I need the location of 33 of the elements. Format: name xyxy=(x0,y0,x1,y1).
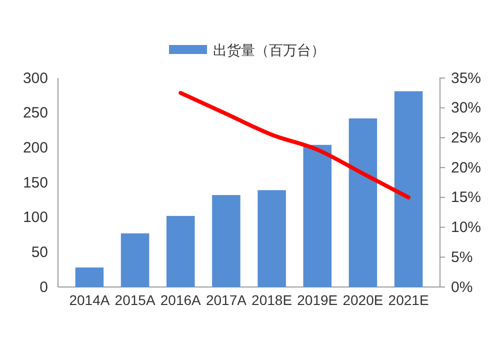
y2-tick-label: 0% xyxy=(451,278,473,296)
x-tick-label: 2018E xyxy=(252,292,292,308)
y2-tick-label: 25% xyxy=(451,130,482,147)
y2-tick-label: 30% xyxy=(451,100,482,117)
bar xyxy=(348,118,378,287)
y-tick-label: 0 xyxy=(40,278,48,296)
y2-tick-label: 20% xyxy=(451,159,482,176)
bar xyxy=(166,216,195,287)
y-tick-label: 150 xyxy=(22,174,48,192)
y2-tick-label: 10% xyxy=(451,219,482,236)
line-series xyxy=(178,90,411,200)
bar xyxy=(212,195,240,287)
bar xyxy=(120,233,150,287)
x-tick-label: 2020E xyxy=(342,292,384,308)
bar xyxy=(303,144,332,287)
x-tick-label: 2021E xyxy=(388,292,429,308)
y2-tick-label: 35% xyxy=(451,70,482,87)
bar xyxy=(75,267,104,287)
x-tick-label: 2015A xyxy=(114,292,156,308)
y2-tick-label: 5% xyxy=(451,248,473,266)
y-tick-label: 50 xyxy=(31,244,48,261)
x-tick-label: 2017A xyxy=(206,292,248,308)
y-tick-label: 300 xyxy=(22,70,48,87)
x-tick-label: 2019E xyxy=(297,292,338,308)
y-tick-label: 100 xyxy=(22,209,48,226)
x-tick-label: 2014A xyxy=(69,292,110,308)
legend-label: 出货量（百万台） xyxy=(213,42,325,58)
y-tick-label: 250 xyxy=(22,104,48,122)
bar xyxy=(258,190,286,287)
bar xyxy=(394,91,423,287)
y-tick-label: 200 xyxy=(22,139,48,156)
y2-tick-label: 15% xyxy=(451,189,482,206)
x-tick-label: 2016A xyxy=(160,292,202,308)
